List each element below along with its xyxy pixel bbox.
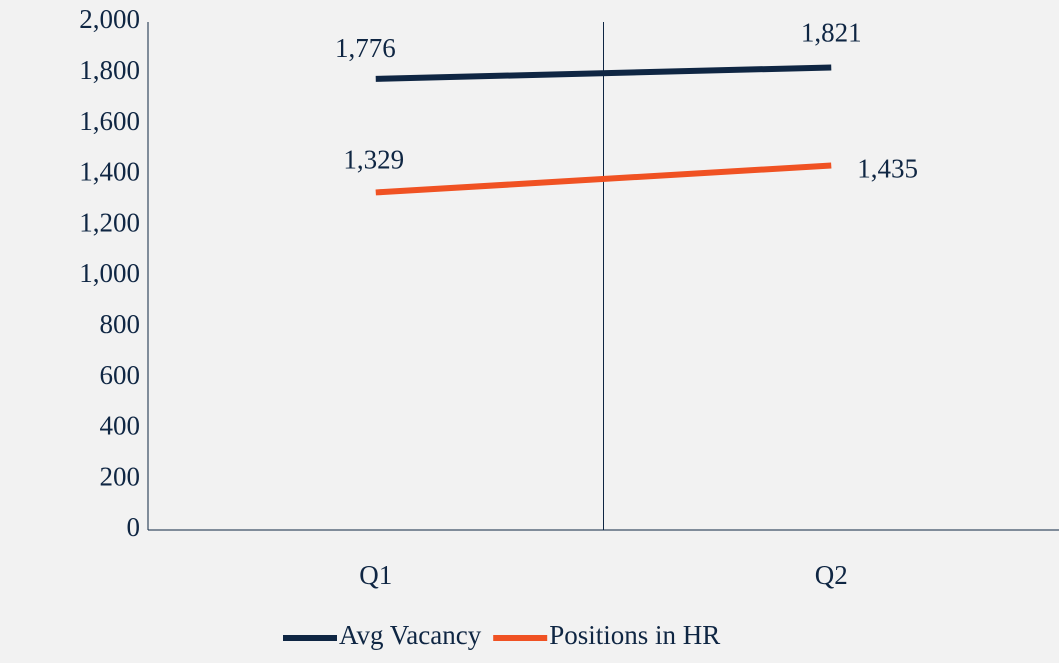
y-tick-label: 2,000: [79, 4, 140, 34]
y-tick-label: 1,400: [79, 157, 140, 187]
data-label: 1,435: [857, 154, 918, 184]
series-line: [375, 162, 832, 196]
y-tick-label: 0: [127, 512, 141, 542]
legend-label: Avg Vacancy: [339, 620, 482, 650]
y-tick-label: 1,800: [79, 55, 140, 85]
data-label: 1,821: [801, 18, 862, 48]
y-tick-label: 400: [100, 411, 141, 441]
data-label: 1,329: [343, 145, 404, 175]
y-tick-label: 200: [100, 461, 141, 491]
x-tick-label: Q2: [815, 560, 848, 590]
y-tick-label: 1,000: [79, 258, 140, 288]
y-tick-label: 600: [100, 360, 141, 390]
legend-label: Positions in HR: [549, 620, 720, 650]
x-tick-label: Q1: [359, 560, 392, 590]
y-tick-label: 800: [100, 309, 141, 339]
series-line: [375, 64, 832, 82]
y-tick-label: 1,200: [79, 207, 140, 237]
y-tick-label: 1,600: [79, 106, 140, 136]
data-label: 1,776: [335, 33, 396, 63]
